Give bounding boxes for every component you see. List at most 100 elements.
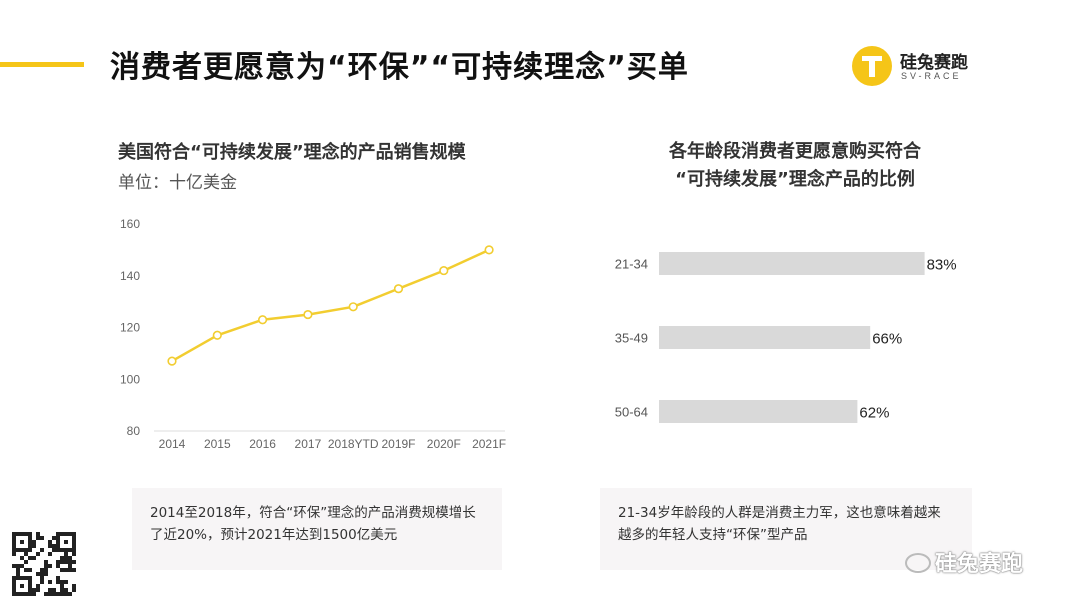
qr-cell [12,532,16,536]
x-tick-label: 2015 [204,437,231,451]
qr-cell [40,568,44,572]
qr-cell [12,540,16,544]
qr-cell [56,576,60,580]
qr-cell [72,568,76,572]
category-label: 50-64 [615,405,648,420]
qr-cell [28,580,32,584]
qr-cell [28,532,32,536]
qr-cell [72,560,76,564]
qr-cell [36,588,40,592]
qr-cell [12,576,16,580]
watermark-text: 硅兔赛跑 [935,552,1024,577]
qr-cell [12,536,16,540]
qr-cell [64,588,68,592]
qr-cell [44,564,48,568]
qr-cell [32,544,36,548]
qr-cell [52,588,56,592]
qr-cell [52,592,56,596]
logo-name-cn: 硅兔赛跑 [900,53,968,73]
qr-cell [12,544,16,548]
qr-cell [20,548,24,552]
qr-cell [48,564,52,568]
qr-cell [44,572,48,576]
qr-cell [64,568,68,572]
qr-cell [52,548,56,552]
qr-cell [72,544,76,548]
qr-cell [48,580,52,584]
qr-cell [56,580,60,584]
bar-chart-note: 21-34岁年龄段的人群是消费主力军，这也意味着越来越多的年轻人支持“环保”型产… [600,488,972,570]
qr-cell [32,540,36,544]
qr-cell [60,548,64,552]
qr-cell [16,564,20,568]
qr-cell [68,564,72,568]
qr-cell [28,536,32,540]
qr-cell [28,576,32,580]
x-tick-label: 2014 [159,437,186,451]
qr-cell [36,552,40,556]
qr-cell [28,548,32,552]
line-chart: 80 100 120 140 160 2014 2015 2016 2017 2018YTD 201… [120,217,506,451]
qr-cell [28,584,32,588]
qr-cell [40,576,44,580]
bar-chart-title: 各年龄段消费者更愿意购买符合 “可持续发展”理念产品的比例 [600,138,990,194]
qr-cell [20,532,24,536]
value-label: 62% [859,405,889,422]
qr-cell [72,532,76,536]
qr-cell [56,540,60,544]
qr-cell [56,564,60,568]
qr-cell [36,532,40,536]
qr-cell [28,592,32,596]
qr-cell [48,544,52,548]
qr-cell [12,548,16,552]
qr-cell [28,544,32,548]
qr-cell [24,532,28,536]
qr-cell [24,548,28,552]
qr-cell [20,540,24,544]
sv-race-logo-icon [852,46,892,86]
qr-cell [64,552,68,556]
series-line [171,248,490,363]
qr-cell [68,592,72,596]
qr-cell [28,556,32,560]
x-tick-label: 2017 [295,437,322,451]
qr-cell [44,560,48,564]
qr-cell [48,552,52,556]
qr-cell [68,568,72,572]
qr-cell [16,592,20,596]
qr-cell [16,568,20,572]
bar [659,400,858,423]
y-tick-label: 160 [120,217,140,231]
accent-bar [0,62,84,67]
qr-cell [20,556,24,560]
qr-cell [32,556,36,560]
qr-cell [40,580,44,584]
qr-cell [52,544,56,548]
qr-cell [52,536,56,540]
qr-cell [64,592,68,596]
qr-cell [60,592,64,596]
bar-chart: 21-34 83% 35-49 66% 50-64 62% [615,252,957,423]
qr-cell [24,568,28,572]
qr-cell [64,540,68,544]
qr-cell [20,584,24,588]
y-tick-label: 140 [120,269,140,283]
qr-cell [60,532,64,536]
x-tick-label: 2021F [472,437,506,451]
bar [659,252,925,275]
qr-cell [56,532,60,536]
logo-name-en: SV-RACE [901,71,962,81]
qr-cell [40,548,44,552]
qr-cell [12,564,16,568]
x-tick-label: 2020F [427,437,461,451]
bar-chart-title-line1: 各年龄段消费者更愿意购买符合 [669,141,921,162]
qr-cell [60,556,64,560]
qr-cell [24,592,28,596]
qr-cell [40,536,44,540]
qr-cell [68,548,72,552]
qr-cell [64,548,68,552]
qr-cell [72,584,76,588]
qr-cell [28,588,32,592]
qr-cell [60,588,64,592]
data-point [167,356,177,366]
